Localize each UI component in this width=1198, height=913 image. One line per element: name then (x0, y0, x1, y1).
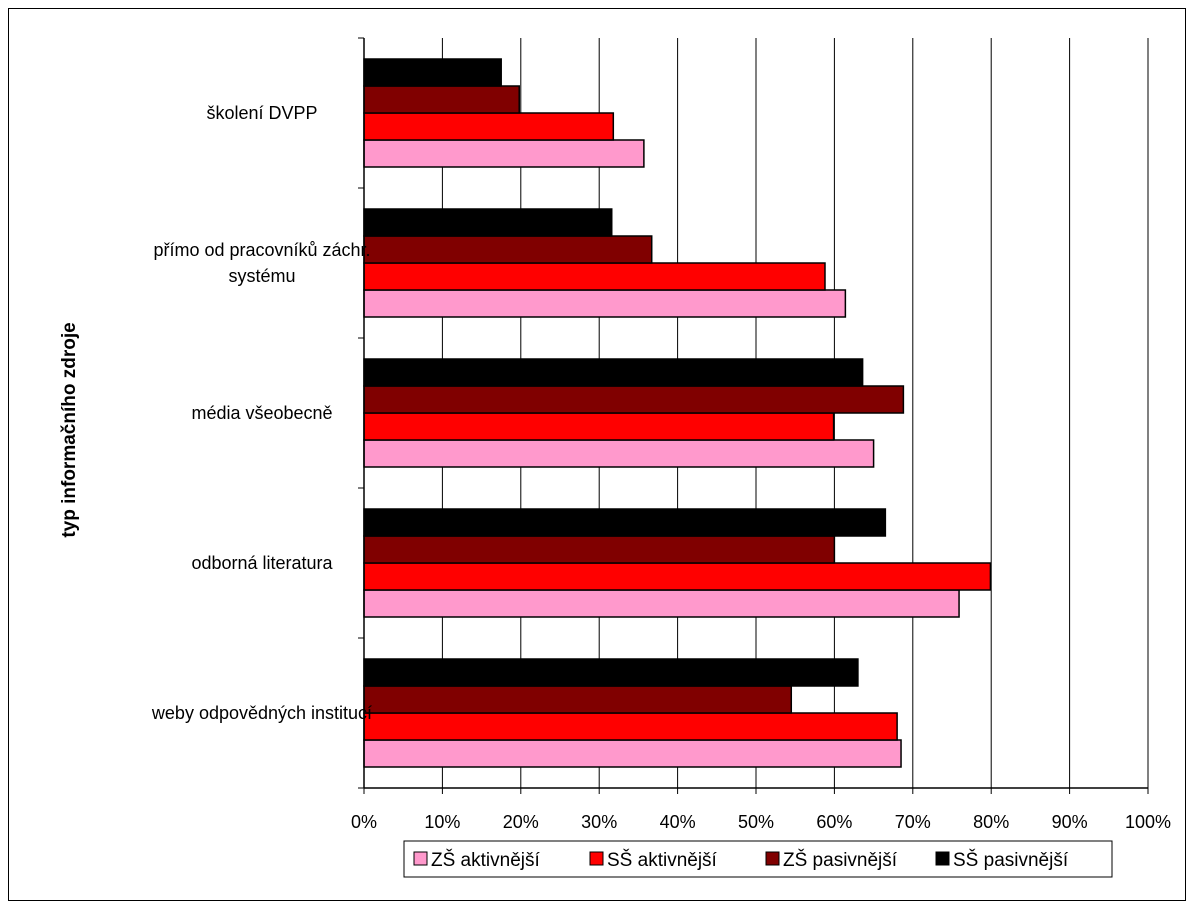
bar (363, 262, 826, 291)
category-label: školení DVPP (206, 103, 317, 123)
x-tick-label: 50% (738, 812, 774, 832)
bar (363, 439, 875, 468)
labels-layer: 0% 10% 20% 30% 40% 50% 60% 70% 80% 90% 100% školení… (151, 103, 1171, 832)
bar (363, 412, 835, 441)
bar (363, 685, 793, 714)
legend-label: SŠ pasivnější (953, 849, 1069, 871)
category-label: weby odpovědných institucí (151, 703, 372, 723)
legend-box (403, 840, 1113, 878)
bar (363, 58, 502, 87)
x-tick-label: 20% (503, 812, 539, 832)
bar (363, 535, 836, 564)
category-label: odborná literatura (191, 553, 333, 573)
x-tick-label: 90% (1052, 812, 1088, 832)
legend-label: SŠ aktivnější (607, 849, 718, 871)
category-label: přímo od pracovníků záchr. (153, 240, 370, 260)
bar (363, 139, 645, 168)
legend-swatch (589, 851, 604, 866)
x-tick-label: 10% (424, 812, 460, 832)
legend-swatch (765, 851, 780, 866)
bar (363, 85, 520, 114)
bar (363, 739, 902, 768)
bar (363, 358, 864, 387)
legend-label: ZŠ pasivnější (783, 849, 898, 871)
y-axis-label: typ informačního zdroje (59, 322, 80, 537)
category-label: média všeobecně (191, 403, 332, 423)
legend-swatch (413, 851, 428, 866)
category-label: systému (228, 266, 295, 286)
x-tick-label: 0% (351, 812, 377, 832)
legend: ZŠ aktivnější SŠ aktivnější ZŠ pasivnější S… (403, 840, 1113, 878)
bar (363, 385, 905, 414)
x-tick-label: 70% (895, 812, 931, 832)
bar (363, 112, 615, 141)
x-tick-label: 30% (581, 812, 617, 832)
bar (363, 289, 847, 318)
legend-label: ZŠ aktivnější (431, 849, 540, 871)
legend-swatch (935, 851, 950, 866)
x-tick-label: 40% (660, 812, 696, 832)
bar (363, 658, 859, 687)
bars-layer (363, 58, 992, 768)
x-tick-label: 80% (973, 812, 1009, 832)
x-tick-label: 100% (1125, 812, 1171, 832)
bar (363, 508, 887, 537)
bar (363, 712, 898, 741)
bar (363, 235, 653, 264)
bar (363, 208, 613, 237)
bar (363, 589, 960, 618)
axis-layer (358, 37, 1149, 794)
bar (363, 562, 992, 591)
x-tick-label: 60% (816, 812, 852, 832)
